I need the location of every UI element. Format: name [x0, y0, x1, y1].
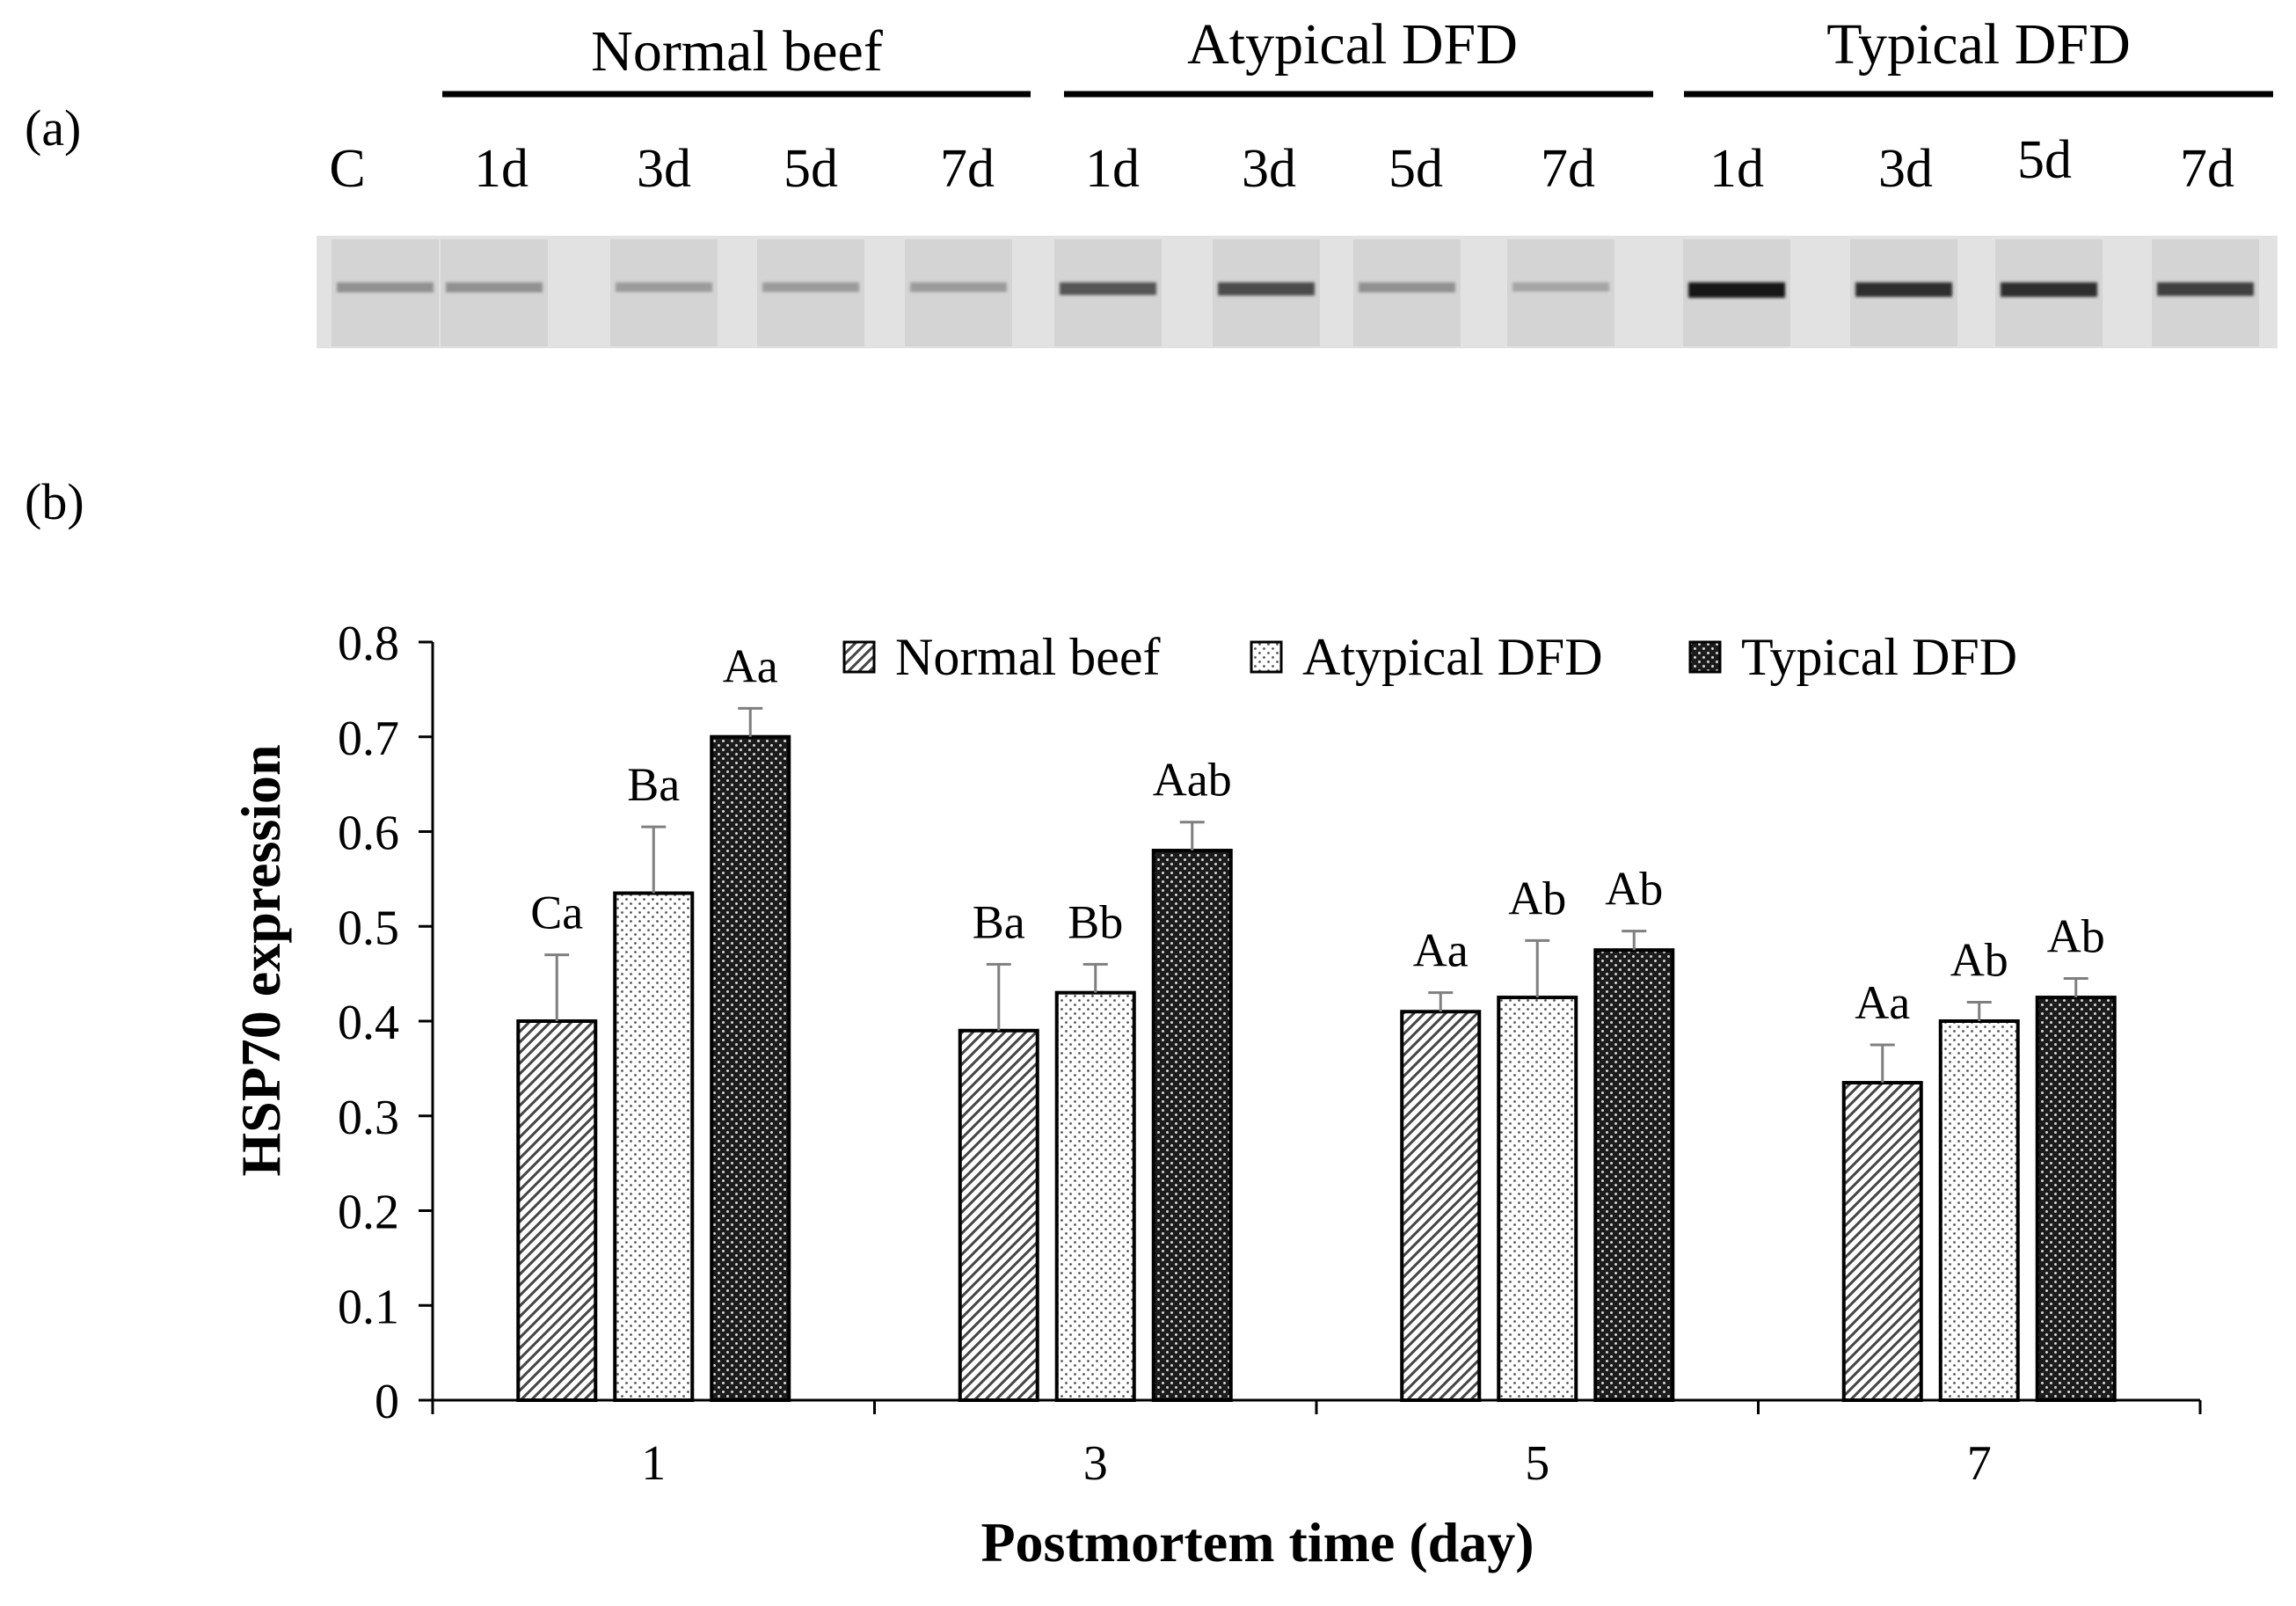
panel-label-b: (b): [25, 473, 84, 530]
blot-lane: [441, 239, 548, 347]
lane-label-typical-3d: 3d: [1878, 139, 1933, 199]
blot-band: [1688, 282, 1785, 298]
bar-normal-beef: [958, 1028, 1039, 1403]
chart-bars: [516, 706, 2117, 1403]
blot-group-header-atypical: Atypical DFD: [1187, 12, 1518, 77]
y-tick-label: 0.2: [338, 1186, 399, 1240]
y-tick-label: 0.6: [338, 807, 399, 861]
blot-band: [446, 282, 543, 293]
significance-label: Bb: [1068, 895, 1123, 948]
blot-lane: [332, 239, 439, 347]
blot-band: [337, 282, 434, 293]
y-tick-label: 0.4: [338, 996, 399, 1050]
blot-band: [762, 282, 859, 292]
bar-typical-dfd: [1593, 948, 1675, 1402]
bar-atypical-dfd: [1938, 1019, 2020, 1402]
significance-label: Ab: [1605, 863, 1663, 916]
blot-band: [1218, 282, 1315, 296]
legend: Normal beef Atypical DFD Typical DFD: [842, 628, 2017, 686]
x-tick-label: 3: [1083, 1436, 1108, 1491]
chart-labels: Ca Ba Aa Ba Bb Aab Aa Ab Ab Aa Ab Ab: [530, 639, 2105, 1029]
legend-swatch-typical: [1688, 640, 1722, 674]
blot-lane: [905, 239, 1012, 347]
x-tick-label: 1: [641, 1436, 666, 1491]
y-tick-label: 0.3: [338, 1091, 399, 1145]
x-tick-label: 7: [1967, 1436, 1992, 1491]
bar-normal-beef: [1400, 1010, 1482, 1402]
x-tick-label: 5: [1525, 1436, 1549, 1491]
significance-label: Ab: [1950, 933, 2008, 986]
blot-lane: [610, 239, 718, 347]
blot-band: [1512, 282, 1609, 292]
bar-atypical-dfd: [613, 891, 695, 1402]
blot-band: [1855, 282, 1952, 297]
lane-label-atypical-7d: 7d: [1541, 139, 1595, 199]
bar-normal-beef: [516, 1019, 598, 1402]
blot-lane: [757, 239, 864, 347]
lane-label-normal-1d: 1d: [474, 139, 528, 199]
lane-label-normal-3d: 3d: [637, 139, 691, 199]
lane-label-atypical-5d: 5d: [1389, 139, 1443, 199]
legend-label-normal: Normal beef: [895, 628, 1161, 686]
lane-label-typical-5d: 5d: [2017, 130, 2072, 190]
y-tick-label: 0.5: [338, 901, 399, 955]
legend-label-atypical: Atypical DFD: [1302, 628, 1603, 686]
blot-lane: [1507, 239, 1614, 347]
legend-swatch-normal: [842, 640, 876, 674]
blot-band: [1060, 282, 1156, 296]
lane-label-typical-7d: 7d: [2180, 139, 2234, 199]
blot-band: [910, 282, 1007, 292]
lane-label-atypical-3d: 3d: [1242, 139, 1296, 199]
y-tick-label: 0: [375, 1375, 399, 1429]
significance-label: Ab: [1508, 872, 1566, 924]
significance-label: Aa: [723, 639, 778, 692]
significance-label: Ca: [530, 887, 583, 939]
blot-band: [1359, 282, 1455, 293]
blot-lanes: [332, 239, 2259, 347]
lane-label-normal-7d: 7d: [940, 139, 995, 199]
blot-band: [2001, 282, 2097, 297]
significance-label: Aa: [1855, 976, 1910, 1029]
significance-label: Ab: [2047, 910, 2105, 963]
bar-typical-dfd: [710, 734, 791, 1402]
blot-group-header-normal: Normal beef: [591, 19, 883, 84]
x-axis-title: Postmortem time (day): [980, 1511, 1534, 1573]
blot-band: [2157, 282, 2254, 296]
significance-label: Ba: [973, 895, 1025, 948]
y-tick-label: 0.1: [338, 1280, 399, 1334]
legend-swatch-atypical: [1250, 640, 1283, 674]
blot-lane: [1353, 239, 1461, 347]
blot-group-header-typical: Typical DFD: [1826, 12, 2131, 77]
lane-label-atypical-1d: 1d: [1085, 139, 1140, 199]
bar-typical-dfd: [2035, 996, 2117, 1402]
lane-label-typical-1d: 1d: [1709, 139, 1764, 199]
significance-label: Ba: [627, 758, 680, 811]
y-tick-label: 0.8: [338, 617, 399, 671]
blot-panel: Normal beef Atypical DFD Typical DFD C 1…: [317, 12, 2278, 348]
y-axis-title: HSP70 expression: [230, 744, 292, 1176]
bar-chart: 0 0.1 0.2 0.3 0.4 0.5 0.6 0.7 0.8 1 3 5 7 Ca Ba Aa Ba Bb…: [230, 617, 2202, 1573]
lane-label-control: C: [329, 139, 365, 199]
panel-label-a: (a): [25, 99, 81, 157]
y-tick-label: 0.7: [338, 712, 399, 766]
lane-label-normal-5d: 5d: [784, 139, 838, 199]
bar-atypical-dfd: [1054, 990, 1136, 1403]
significance-label: Aa: [1413, 924, 1469, 977]
legend-label-typical: Typical DFD: [1741, 628, 2017, 686]
bar-typical-dfd: [1151, 849, 1233, 1402]
bar-atypical-dfd: [1497, 996, 1578, 1402]
significance-label: Aab: [1153, 754, 1232, 807]
bar-normal-beef: [1841, 1081, 1923, 1402]
blot-band: [616, 282, 712, 292]
